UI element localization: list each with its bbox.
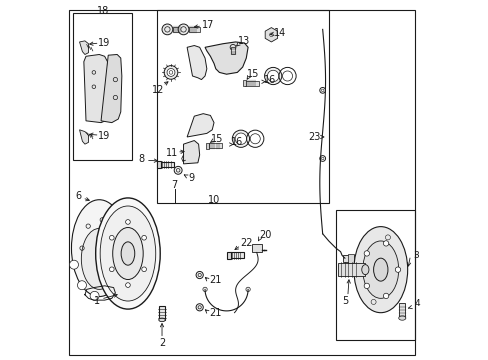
Text: 2: 2 bbox=[159, 338, 165, 348]
Bar bbox=[208, 143, 222, 148]
Ellipse shape bbox=[196, 271, 203, 279]
Text: 14: 14 bbox=[273, 28, 285, 38]
Ellipse shape bbox=[77, 281, 86, 290]
Text: 3: 3 bbox=[413, 251, 419, 260]
Bar bbox=[244, 81, 258, 86]
Text: 5: 5 bbox=[342, 296, 348, 306]
Bar bbox=[159, 306, 164, 320]
Bar bbox=[242, 80, 245, 86]
Text: 12: 12 bbox=[152, 85, 164, 95]
Text: 8: 8 bbox=[138, 154, 144, 164]
Text: 1: 1 bbox=[94, 296, 100, 306]
Bar bbox=[338, 263, 365, 276]
Text: 18: 18 bbox=[97, 6, 109, 16]
Text: 23: 23 bbox=[307, 132, 320, 142]
Ellipse shape bbox=[125, 220, 130, 224]
Text: 19: 19 bbox=[98, 38, 110, 48]
Ellipse shape bbox=[353, 226, 407, 313]
Text: 16: 16 bbox=[231, 138, 243, 147]
Ellipse shape bbox=[361, 265, 368, 275]
Ellipse shape bbox=[174, 166, 182, 174]
Ellipse shape bbox=[394, 267, 400, 273]
Bar bbox=[335, 211, 414, 339]
Polygon shape bbox=[101, 54, 122, 123]
Ellipse shape bbox=[109, 267, 114, 272]
Bar bbox=[230, 252, 244, 258]
Ellipse shape bbox=[125, 283, 130, 287]
Ellipse shape bbox=[142, 235, 146, 240]
Text: 6: 6 bbox=[76, 192, 81, 202]
Ellipse shape bbox=[167, 68, 175, 76]
Ellipse shape bbox=[81, 228, 117, 289]
Bar bbox=[399, 303, 405, 318]
Ellipse shape bbox=[71, 200, 127, 297]
Bar bbox=[251, 244, 261, 252]
Ellipse shape bbox=[159, 318, 165, 321]
Bar bbox=[348, 254, 353, 263]
Ellipse shape bbox=[90, 291, 99, 300]
Bar bbox=[160, 162, 174, 167]
Ellipse shape bbox=[196, 304, 203, 311]
Polygon shape bbox=[83, 54, 107, 123]
Ellipse shape bbox=[373, 258, 387, 281]
Ellipse shape bbox=[121, 242, 135, 265]
Ellipse shape bbox=[232, 130, 249, 147]
Polygon shape bbox=[187, 114, 214, 137]
Text: 9: 9 bbox=[188, 173, 194, 183]
Bar bbox=[73, 13, 131, 160]
Ellipse shape bbox=[142, 267, 146, 272]
Text: 20: 20 bbox=[259, 230, 271, 240]
Polygon shape bbox=[80, 41, 88, 54]
Bar bbox=[157, 161, 161, 168]
Bar bbox=[188, 27, 199, 32]
Text: 21: 21 bbox=[208, 308, 221, 318]
Text: 22: 22 bbox=[240, 238, 252, 248]
Ellipse shape bbox=[112, 228, 143, 279]
Bar bbox=[206, 143, 208, 149]
Ellipse shape bbox=[100, 206, 155, 301]
Bar bbox=[227, 252, 230, 259]
Polygon shape bbox=[187, 45, 206, 80]
Text: 4: 4 bbox=[413, 299, 419, 308]
Ellipse shape bbox=[235, 133, 246, 144]
Ellipse shape bbox=[69, 260, 78, 269]
Ellipse shape bbox=[164, 66, 178, 79]
Ellipse shape bbox=[178, 24, 188, 35]
Ellipse shape bbox=[264, 67, 281, 85]
Ellipse shape bbox=[96, 198, 160, 309]
Text: 15: 15 bbox=[247, 69, 259, 79]
Ellipse shape bbox=[267, 70, 278, 82]
Polygon shape bbox=[204, 42, 247, 74]
Bar bbox=[231, 47, 234, 54]
Ellipse shape bbox=[383, 293, 388, 298]
Text: 21: 21 bbox=[208, 275, 221, 285]
Text: 10: 10 bbox=[207, 195, 220, 206]
Text: 11: 11 bbox=[165, 148, 178, 158]
Bar bbox=[172, 27, 183, 32]
Ellipse shape bbox=[364, 251, 369, 256]
Bar bbox=[343, 255, 353, 262]
Bar bbox=[156, 10, 328, 203]
Ellipse shape bbox=[398, 316, 405, 320]
Ellipse shape bbox=[109, 235, 114, 240]
Text: 13: 13 bbox=[237, 36, 249, 46]
Polygon shape bbox=[183, 140, 199, 164]
Text: 15: 15 bbox=[211, 134, 224, 144]
Text: 19: 19 bbox=[98, 131, 110, 141]
Ellipse shape bbox=[383, 241, 388, 246]
Text: 17: 17 bbox=[202, 20, 214, 30]
Ellipse shape bbox=[362, 241, 398, 298]
Text: 16: 16 bbox=[263, 75, 275, 85]
Polygon shape bbox=[80, 130, 88, 144]
Text: 7: 7 bbox=[171, 180, 177, 190]
Ellipse shape bbox=[162, 24, 172, 35]
Ellipse shape bbox=[230, 44, 235, 50]
Ellipse shape bbox=[364, 283, 369, 289]
